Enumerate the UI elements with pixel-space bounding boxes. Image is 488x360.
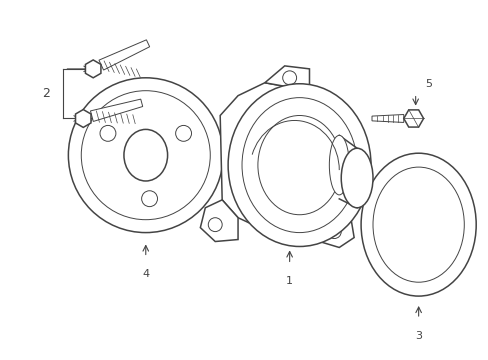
Text: 5: 5 [425, 79, 432, 89]
Polygon shape [75, 109, 91, 127]
Circle shape [208, 218, 222, 231]
Circle shape [81, 91, 210, 220]
Polygon shape [99, 40, 149, 70]
Text: 3: 3 [414, 331, 421, 341]
Polygon shape [90, 99, 142, 121]
Text: 1: 1 [285, 276, 292, 286]
Circle shape [100, 125, 116, 141]
Circle shape [282, 71, 296, 85]
Ellipse shape [372, 167, 463, 282]
Text: 4: 4 [142, 269, 149, 279]
Ellipse shape [341, 148, 372, 208]
Polygon shape [200, 200, 238, 242]
Polygon shape [220, 83, 337, 231]
Circle shape [175, 125, 191, 141]
Text: 2: 2 [42, 87, 50, 100]
Polygon shape [371, 114, 403, 122]
Ellipse shape [328, 135, 348, 195]
Polygon shape [85, 60, 101, 78]
Polygon shape [317, 195, 353, 247]
Ellipse shape [257, 116, 341, 215]
Circle shape [142, 191, 157, 207]
Ellipse shape [242, 98, 356, 233]
Ellipse shape [228, 84, 370, 247]
Polygon shape [264, 66, 309, 91]
Circle shape [326, 225, 341, 239]
Ellipse shape [360, 153, 475, 296]
Ellipse shape [123, 129, 167, 181]
Polygon shape [403, 110, 423, 127]
Circle shape [68, 78, 223, 233]
